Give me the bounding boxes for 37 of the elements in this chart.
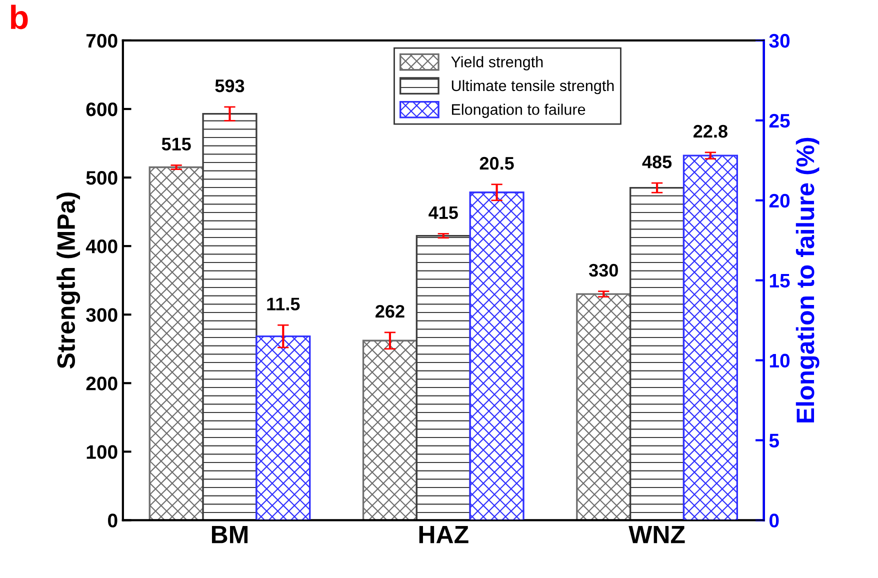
y2-tick-label: 0 [769, 514, 779, 528]
chart-title: b [10, 4, 28, 30]
data-label: 262 [376, 304, 404, 318]
y2-tick-label: 30 [769, 34, 790, 48]
y2-tick-label: 15 [770, 274, 790, 288]
legend-label: Yield strength [451, 56, 543, 70]
legend-label: Elongation to failure [452, 104, 586, 118]
bar [362, 340, 418, 520]
y-tick-label: 500 [86, 170, 118, 185]
data-label: 593 [215, 79, 244, 92]
bar [202, 112, 258, 520]
data-label: 20.5 [480, 156, 514, 170]
y2-tick-label: 10 [770, 354, 790, 368]
legend-label: Ultimate tensile strength [452, 80, 614, 94]
data-label: 485 [642, 156, 672, 168]
data-label: 330 [588, 264, 618, 277]
y-tick-label: 700 [86, 34, 118, 48]
y-tick-label: 0 [108, 514, 118, 528]
data-label: 11.5 [267, 298, 300, 310]
y-tick-label: 600 [86, 102, 118, 116]
data-label: 22.8 [694, 124, 728, 138]
y-tick-label: 100 [86, 445, 118, 459]
y-tick-label: 200 [86, 376, 118, 390]
y2-axis-title: Elongation to failure (%) [796, 138, 820, 422]
data-label: 415 [428, 206, 458, 220]
bar [576, 293, 632, 520]
bar [148, 166, 204, 520]
y-tick-label: 400 [86, 240, 118, 254]
x-tick-label: WNZ [628, 526, 685, 544]
x-tick-label: BM [212, 526, 248, 544]
y2-tick-label: 25 [769, 114, 790, 128]
data-label: 515 [162, 138, 191, 151]
y2-tick-label: 20 [769, 194, 790, 208]
y-tick-label: 300 [86, 308, 118, 322]
x-tick-label: HAZ [419, 526, 468, 544]
y-axis-title: Strength (MPa) [56, 192, 80, 368]
y2-tick-label: 5 [769, 434, 779, 448]
